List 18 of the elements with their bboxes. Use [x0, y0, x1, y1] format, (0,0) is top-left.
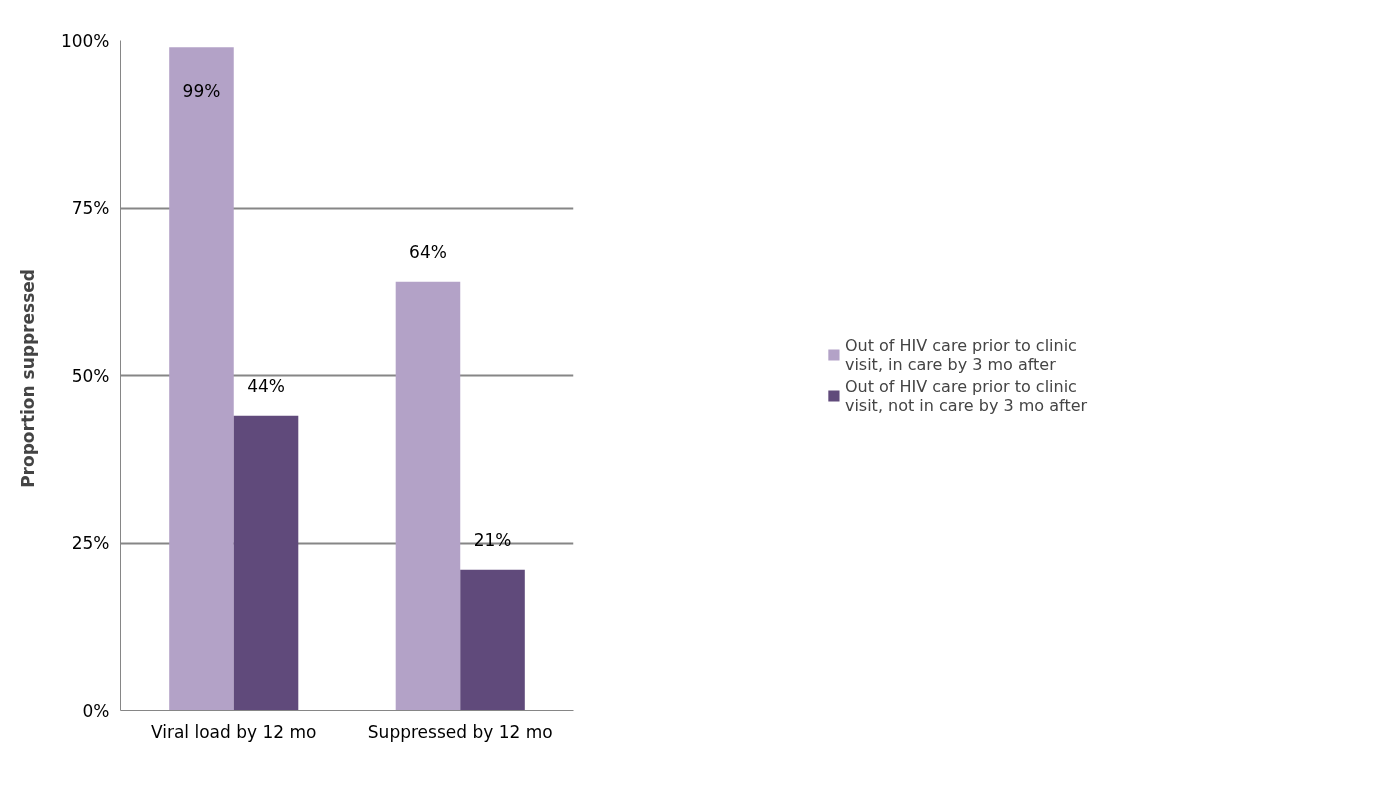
y-tick-label: 75%: [71, 198, 110, 218]
y-tick-label: 100%: [60, 30, 110, 51]
bar: [233, 415, 299, 711]
legend-label: Out of HIV care prior to clinic visit, in care by 3 mo after: [844, 335, 1077, 374]
x-tick-label: Viral load by 12 mo: [151, 721, 317, 742]
legend-label: Out of HIV care prior to clinic visit, not in care by 3 mo after: [844, 376, 1088, 415]
y-tick-label: 0%: [82, 700, 110, 721]
bar: [460, 569, 525, 711]
y-tick-label: 50%: [71, 365, 110, 386]
data-label: 21%: [473, 529, 512, 550]
data-label: 99%: [182, 80, 221, 101]
bar: [169, 47, 234, 711]
data-label: 64%: [409, 241, 447, 262]
x-tick-label: Suppressed by 12 mo: [367, 721, 553, 742]
y-axis-title: Proportion suppressed: [17, 269, 38, 488]
y-tick-label: 25%: [71, 533, 110, 553]
bar: [395, 281, 461, 711]
data-label: 44%: [247, 375, 285, 396]
